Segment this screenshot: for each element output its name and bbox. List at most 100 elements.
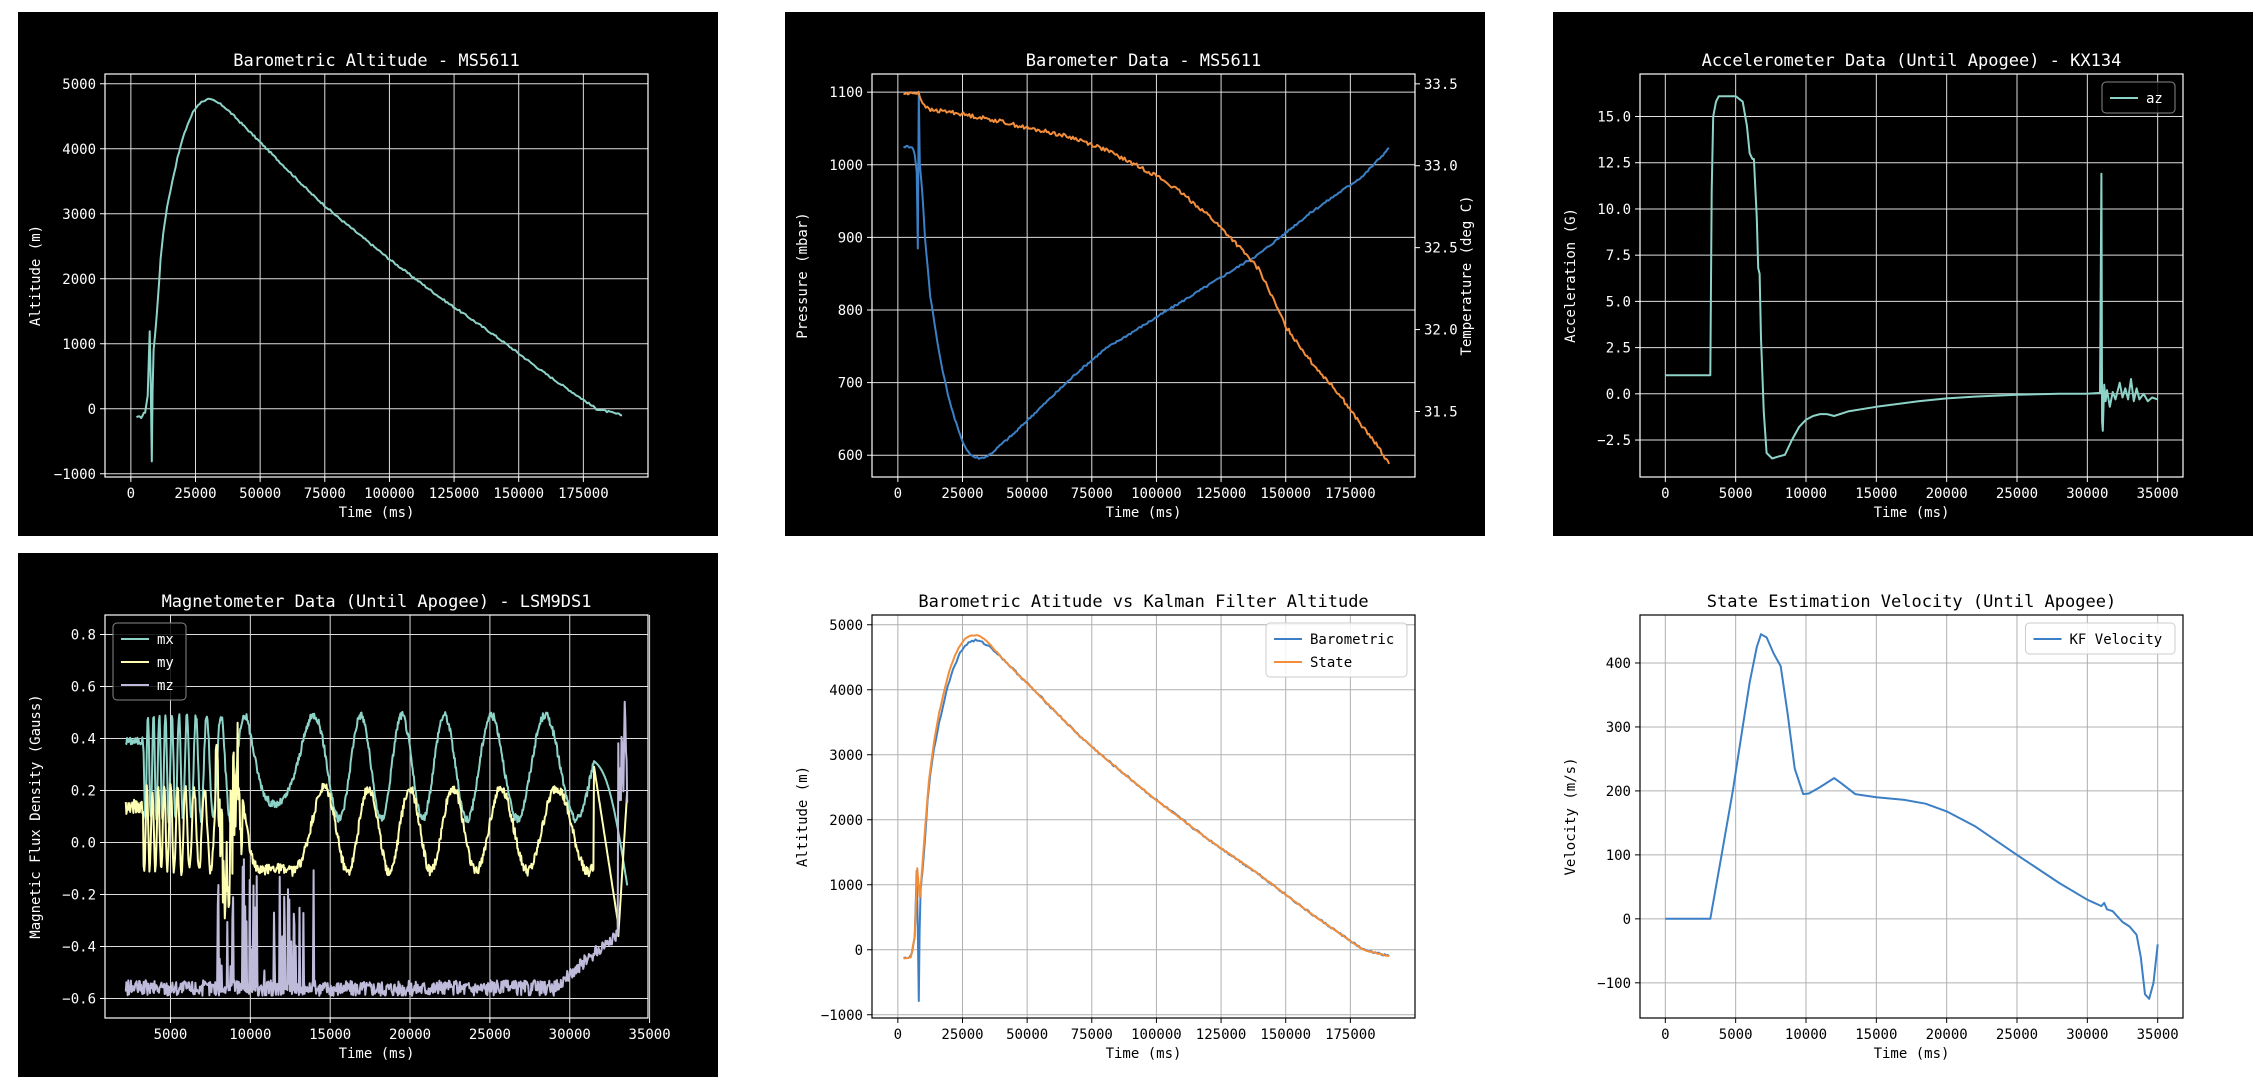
y-tick-label: −1000 <box>821 1008 863 1024</box>
plot-frame <box>871 73 1416 478</box>
x-tick-label: 50000 <box>239 486 281 502</box>
magnetometer-chart: 5000 10000 15000 20000 25000 30000 35000 −0.6 −0… <box>18 553 718 1077</box>
chart-background <box>785 12 1485 536</box>
y-tick-label: −1000 <box>54 467 96 483</box>
y-tick-label: −0.6 <box>62 992 96 1008</box>
x-tick-label: 125000 <box>1196 486 1247 502</box>
x-tick-label: 25000 <box>941 1027 983 1043</box>
y-right-tick-label: 33.0 <box>1424 159 1458 175</box>
chart-title: Barometer Data - MS5611 <box>1026 51 1261 71</box>
legend-box <box>1265 622 1408 678</box>
legend-box <box>112 622 187 701</box>
series-line-kf-velocity <box>1665 633 2159 1000</box>
y-tick-label: 5000 <box>62 77 96 93</box>
chart-title: Barometric Altitude - MS5611 <box>233 51 520 71</box>
legend-label: State <box>1310 655 1352 671</box>
y-tick-label: 4000 <box>829 683 863 699</box>
legend-label: mz <box>157 678 174 694</box>
y-tick-label: 200 <box>1606 784 1631 800</box>
x-tick-label: 20000 <box>389 1027 431 1043</box>
y-tick-label: 0 <box>1623 912 1631 928</box>
series-line-0 <box>903 90 1390 460</box>
y-tick-label: 100 <box>1606 848 1631 864</box>
x-tick-label: 150000 <box>1260 486 1311 502</box>
y-tick-label: 15.0 <box>1597 110 1631 126</box>
x-tick-label: 20000 <box>1926 1027 1968 1043</box>
plot-frame <box>104 614 649 1019</box>
x-tick-label: 10000 <box>229 1027 271 1043</box>
y-tick-label: 0.0 <box>71 836 96 852</box>
x-tick-label: 75000 <box>304 486 346 502</box>
x-tick-label: 125000 <box>1196 1027 1247 1043</box>
legend-label: Barometric <box>1310 632 1394 648</box>
x-tick-label: 75000 <box>1071 1027 1113 1043</box>
y-tick-label: 0.4 <box>71 732 96 748</box>
y-tick-label: 12.5 <box>1597 156 1631 172</box>
series-line-1 <box>903 90 1391 465</box>
y-tick-label: 4000 <box>62 142 96 158</box>
x-tick-label: 100000 <box>364 486 415 502</box>
y-right-tick-label: 32.5 <box>1424 241 1458 257</box>
plot-frame <box>1639 614 2184 1019</box>
y-axis-label: Acceleration (G) <box>1563 208 1579 343</box>
x-tick-label: 175000 <box>1325 1027 1376 1043</box>
series-line-mz <box>124 700 629 997</box>
y-tick-label: 3000 <box>829 748 863 764</box>
x-tick-label: 0 <box>894 1027 902 1043</box>
legend-label: KF Velocity <box>2070 632 2163 648</box>
y-tick-label: −2.5 <box>1597 433 1631 449</box>
accelerometer-chart: 0 5000 10000 15000 20000 25000 30000 35000 −2.5 0… <box>1553 12 2253 536</box>
y-tick-label: 3000 <box>62 207 96 223</box>
barometer-data-svg: 0 25000 50000 75000 100000 125000 150000 175000… <box>785 12 1485 536</box>
x-tick-label: 30000 <box>549 1027 591 1043</box>
x-tick-label: 15000 <box>1855 486 1897 502</box>
chart-title: Magnetometer Data (Until Apogee) - LSM9D… <box>162 592 592 612</box>
x-tick-label: 0 <box>1661 486 1669 502</box>
y-right-axis-label: Temperature (deg C) <box>1459 195 1475 355</box>
y-tick-label: 1100 <box>829 85 863 101</box>
x-tick-label: 15000 <box>309 1027 351 1043</box>
x-tick-label: 25000 <box>1996 486 2038 502</box>
chart-background <box>18 12 718 536</box>
x-tick-label: 5000 <box>1719 486 1753 502</box>
y-tick-label: 0.0 <box>1606 387 1631 403</box>
y-tick-label: 800 <box>838 303 863 319</box>
y-axis-label: Pressure (mbar) <box>795 212 811 338</box>
x-tick-label: 25000 <box>1996 1027 2038 1043</box>
y-tick-label: 0.2 <box>71 784 96 800</box>
y-tick-label: 0.8 <box>71 628 96 644</box>
accelerometer-svg: 0 5000 10000 15000 20000 25000 30000 35000 −2.5 0… <box>1553 12 2253 536</box>
velocity-estimation-chart: 0 5000 10000 15000 20000 25000 30000 35000 −100 0… <box>1553 553 2253 1077</box>
barometric-altitude-chart: 0 25000 50000 75000 100000 125000 150000 175000… <box>18 12 718 536</box>
y-tick-label: 400 <box>1606 656 1631 672</box>
series-line-0 <box>136 97 623 463</box>
x-tick-label: 5000 <box>154 1027 188 1043</box>
x-axis-label: Time (ms) <box>1106 505 1182 521</box>
x-tick-label: 50000 <box>1006 1027 1048 1043</box>
chart-title: Barometric Atitude vs Kalman Filter Alti… <box>918 592 1368 612</box>
x-axis-label: Time (ms) <box>339 505 415 521</box>
y-tick-label: 0 <box>855 943 863 959</box>
y-axis-label: Altitude (m) <box>795 766 811 867</box>
y-tick-label: 600 <box>838 448 863 464</box>
chart-title: Accelerometer Data (Until Apogee) - KX13… <box>1702 51 2122 71</box>
legend-label: az <box>2146 91 2163 107</box>
x-tick-label: 125000 <box>429 486 480 502</box>
x-tick-label: 150000 <box>493 486 544 502</box>
x-tick-label: 175000 <box>558 486 609 502</box>
legend-label: my <box>157 655 174 671</box>
x-tick-label: 0 <box>1661 1027 1669 1043</box>
y-right-tick-label: 33.5 <box>1424 77 1458 93</box>
plot-frame <box>871 614 1416 1019</box>
x-tick-label: 150000 <box>1260 1027 1311 1043</box>
x-tick-label: 30000 <box>2066 1027 2108 1043</box>
plot-frame <box>1639 73 2184 478</box>
y-tick-label: 2000 <box>62 272 96 288</box>
x-tick-label: 175000 <box>1325 486 1376 502</box>
altitude-comparison-chart: 0 25000 50000 75000 100000 125000 150000 175000… <box>785 553 1485 1077</box>
x-tick-label: 30000 <box>2066 486 2108 502</box>
y-axis-label: Magnetic Flux Density (Gauss) <box>28 694 44 938</box>
barometric-altitude-svg: 0 25000 50000 75000 100000 125000 150000 175000… <box>18 12 718 536</box>
y-tick-label: −100 <box>1597 976 1631 992</box>
y-tick-label: 5.0 <box>1606 294 1631 310</box>
